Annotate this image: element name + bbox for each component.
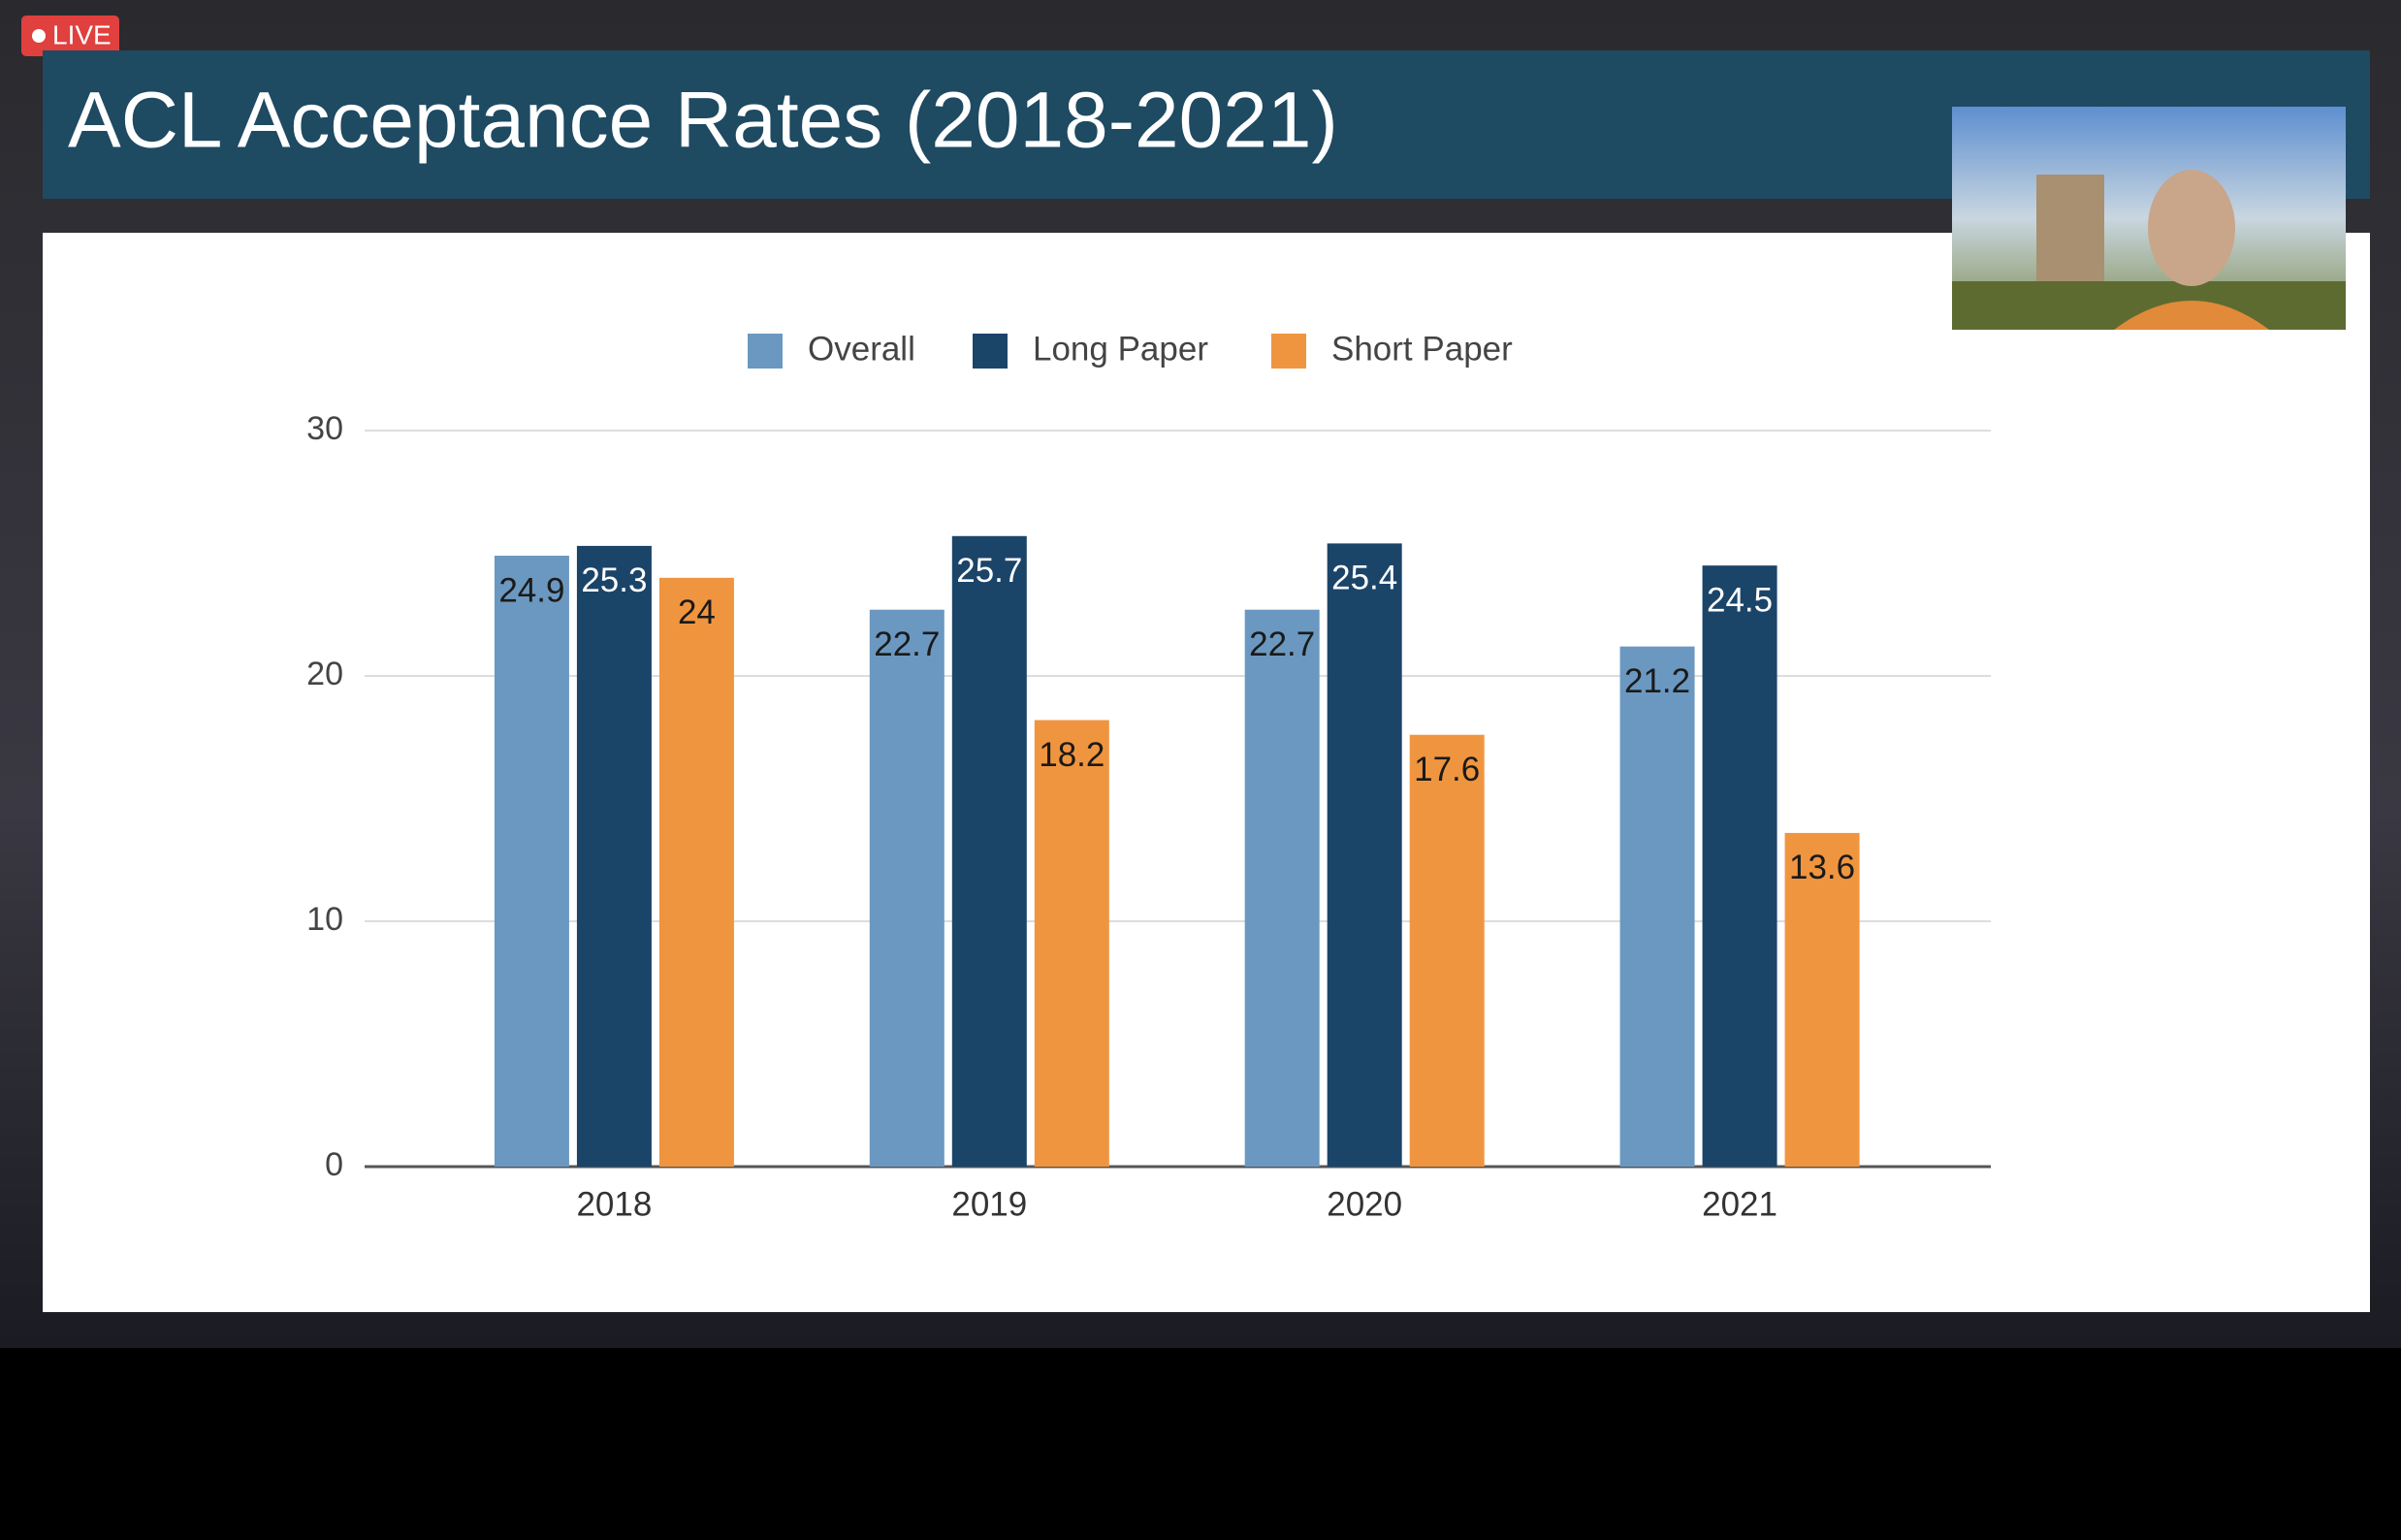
y-tick-label: 30 [306, 410, 343, 447]
data-label: 21.2 [1624, 662, 1690, 700]
legend-swatch [973, 334, 1008, 369]
x-tick-label: 2018 [576, 1185, 652, 1223]
legend-swatch [748, 334, 783, 369]
y-tick-label: 0 [325, 1146, 343, 1183]
webcam-shirt [2114, 301, 2269, 330]
data-label: 24.5 [1707, 581, 1773, 619]
data-label: 17.6 [1414, 751, 1480, 788]
webcam-building [2036, 175, 2104, 281]
data-label: 22.7 [874, 626, 940, 663]
data-label: 25.3 [581, 561, 647, 599]
x-tick-label: 2020 [1327, 1185, 1402, 1223]
black-bar [0, 1348, 2401, 1540]
y-tick-label: 20 [306, 656, 343, 692]
bar [494, 556, 569, 1167]
plot: 0 10 20 30 Overall Long Paper Short Paper 2018 2… [306, 330, 1991, 1223]
webcam [1952, 107, 2346, 330]
bar [1034, 720, 1109, 1167]
live-text: LIVE [52, 19, 112, 49]
bar [1409, 734, 1485, 1167]
data-label: 24.9 [498, 571, 564, 609]
live-dot [32, 29, 46, 43]
data-label: 22.7 [1249, 626, 1315, 663]
legend-label: Overall [808, 330, 915, 368]
live-badge [21, 16, 119, 56]
bar [1619, 646, 1695, 1167]
bar [1702, 565, 1777, 1167]
bar [1784, 832, 1860, 1167]
data-label: 13.6 [1789, 849, 1855, 886]
legend-label: Long Paper [1033, 330, 1208, 368]
data-label: 25.4 [1331, 560, 1397, 597]
legend-swatch [1271, 334, 1306, 369]
bar [576, 545, 652, 1167]
chart-panel [43, 233, 2370, 1312]
chart-title: ACL Acceptance Rates (2018-2021) [68, 77, 1338, 165]
data-label: 25.7 [956, 552, 1022, 590]
bar [869, 609, 944, 1167]
bar [658, 577, 734, 1167]
bar [1327, 543, 1402, 1167]
data-label: 18.2 [1039, 736, 1104, 774]
bar [951, 535, 1027, 1167]
x-tick-label: 2021 [1702, 1185, 1777, 1223]
data-label: 24 [678, 594, 716, 631]
x-tick-label: 2019 [951, 1185, 1027, 1223]
legend-label: Short Paper [1331, 330, 1513, 368]
y-tick-label: 10 [306, 901, 343, 938]
webcam-face [2148, 170, 2235, 286]
bar [1244, 609, 1320, 1167]
